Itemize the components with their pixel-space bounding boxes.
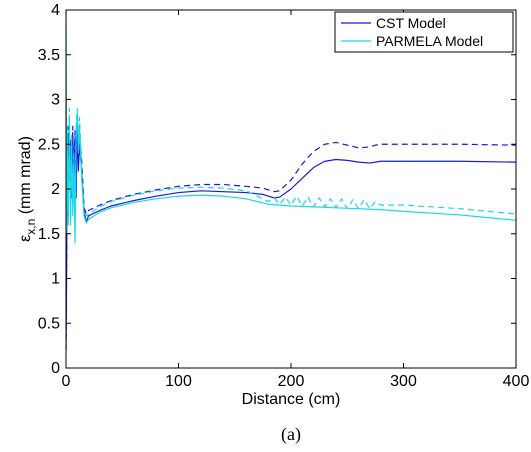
legend: CST Model PARMELA Model <box>334 11 514 53</box>
series-line-3 <box>66 27 516 235</box>
series-line-0 <box>66 125 516 351</box>
x-tick-label: 100 <box>165 373 192 390</box>
axis-ticks: 0 100 200 300 400 0 0.5 1 1.5 2 2.5 3 3.5 4 <box>38 2 530 390</box>
y-axis-label: εx,n (mm mrad) <box>17 136 38 242</box>
series-line-1 <box>66 112 516 351</box>
y-tick-label: 2 <box>51 181 60 198</box>
y-tick-label: 2.5 <box>38 136 60 153</box>
x-tick-label: 200 <box>278 373 305 390</box>
figure-caption: (a) <box>281 424 301 445</box>
y-tick-label: 1 <box>51 271 60 288</box>
y-tick-label: 3 <box>51 92 60 109</box>
y-axis-label-subscript: x,n <box>24 219 38 235</box>
legend-box <box>334 11 514 53</box>
x-tick-label: 0 <box>62 373 71 390</box>
x-axis-label: Distance (cm) <box>242 391 341 408</box>
x-tick-label: 300 <box>390 373 417 390</box>
series-layer <box>66 10 516 351</box>
y-tick-label: 3.5 <box>38 47 60 64</box>
x-tick-label: 400 <box>503 373 530 390</box>
y-tick-label: 0.5 <box>38 315 60 332</box>
y-tick-label: 4 <box>51 2 60 19</box>
y-tick-label: 0 <box>51 360 60 377</box>
y-axis-label-symbol: ε <box>17 235 34 242</box>
legend-label-cst: CST Model <box>376 15 446 31</box>
legend-label-parmela: PARMELA Model <box>376 33 483 49</box>
y-axis-label-unit: (mm mrad) <box>17 136 34 219</box>
y-tick-label: 1.5 <box>38 226 60 243</box>
